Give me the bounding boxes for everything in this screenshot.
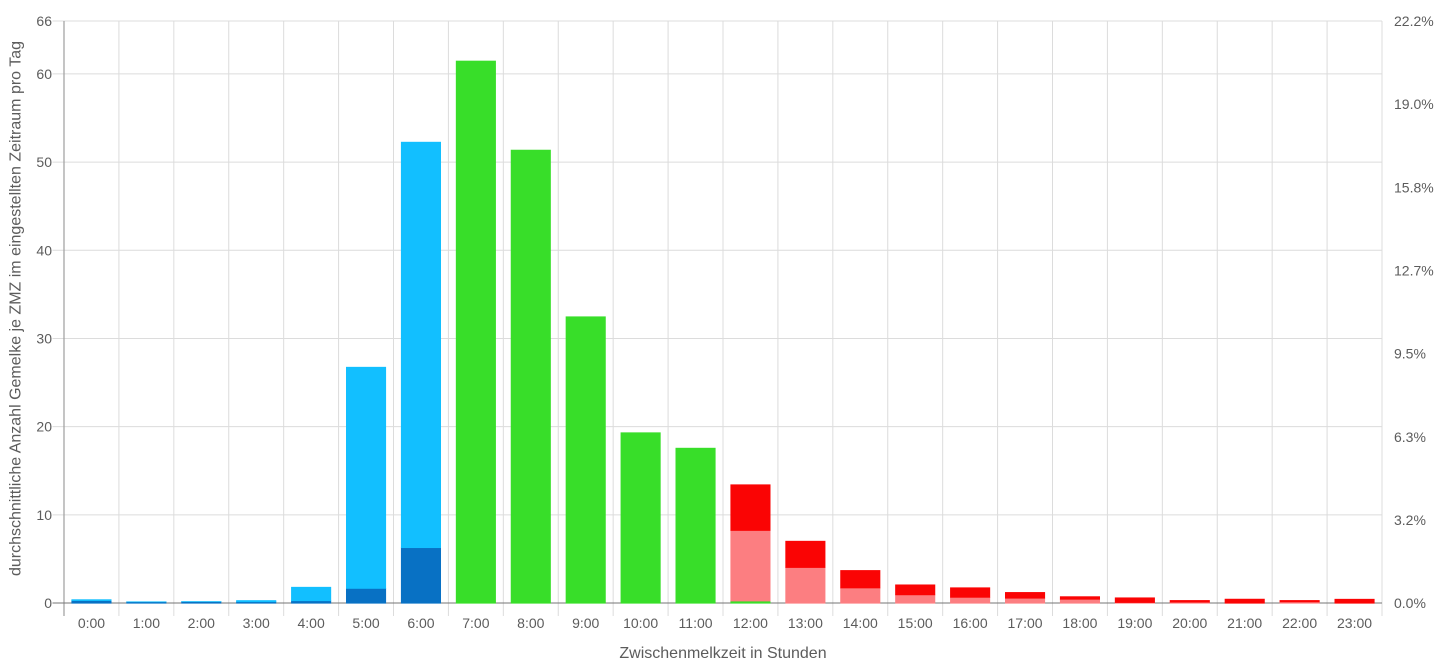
bar-segment-blue-light-0:00[interactable]: [71, 599, 112, 601]
bar-segment-blue-dark-6:00[interactable]: [400, 547, 442, 604]
bar-segment-blue-light-6:00[interactable]: [400, 141, 442, 549]
y-left-tick-label: 60: [36, 66, 52, 82]
bar-segment-red-15:00[interactable]: [895, 584, 936, 596]
x-tick-label: 15:00: [898, 615, 933, 631]
x-tick-label: 2:00: [188, 615, 215, 631]
bar-segment-red-light-18:00[interactable]: [1059, 599, 1101, 604]
y-right-tick-label: 22.2%: [1394, 13, 1434, 29]
bar-segment-blue-light-2:00[interactable]: [181, 601, 222, 603]
y-right-tick-label: 3.2%: [1394, 512, 1426, 528]
y-axis-title: durchschnittliche Anzahl Gemelke je ZMZ …: [8, 41, 25, 576]
horizontal-gridlines: [52, 20, 1382, 516]
x-tick-label: 14:00: [843, 615, 878, 631]
bar-segment-red-light-13:00[interactable]: [785, 567, 826, 604]
bar-segment-red-16:00[interactable]: [950, 587, 991, 598]
x-tick-label: 12:00: [733, 615, 768, 631]
x-tick-label: 11:00: [679, 615, 713, 631]
bar-segment-green-11:00[interactable]: [675, 447, 716, 604]
y-right-tick-label: 19.0%: [1394, 96, 1434, 112]
bar-segment-red-21:00[interactable]: [1224, 598, 1265, 604]
x-tick-label: 23:00: [1337, 615, 1372, 631]
x-tick-label: 7:00: [462, 615, 489, 631]
y-left-tick-label: 20: [36, 419, 52, 435]
bar-segment-red-23:00[interactable]: [1334, 598, 1375, 604]
x-axis-tick-labels: 0:00 1:00 2:00 3:00 4:00 5:00 6:00 7:00 8:00 9:00…: [78, 615, 1372, 631]
bar-segment-red-22:00[interactable]: [1279, 600, 1320, 603]
y-right-tick-label: 9.5%: [1394, 346, 1426, 362]
bar-segment-red-light-17:00[interactable]: [1004, 597, 1046, 604]
bar-segment-red-light-16:00[interactable]: [950, 597, 991, 604]
bar-segment-red-14:00[interactable]: [840, 570, 881, 589]
bar-segment-red-17:00[interactable]: [1004, 592, 1046, 599]
bar-segment-red-light-22:00[interactable]: [1279, 601, 1320, 604]
x-tick-label: 21:00: [1227, 615, 1262, 631]
x-tick-label: 18:00: [1062, 615, 1097, 631]
bar-segment-red-light-19:00[interactable]: [1114, 602, 1155, 604]
y-left-tick-label: 50: [36, 154, 52, 170]
x-axis-title: Zwischenmelkzeit in Stunden: [619, 645, 826, 662]
x-tick-label: 17:00: [1008, 615, 1043, 631]
bar-segment-green-7:00[interactable]: [455, 60, 496, 604]
x-tick-label: 5:00: [352, 615, 379, 631]
x-tick-label: 8:00: [517, 615, 544, 631]
bar-segment-blue-dark-2:00[interactable]: [181, 601, 222, 604]
y-left-tick-label: 30: [36, 330, 52, 346]
bar-segment-red-light-15:00[interactable]: [895, 594, 936, 604]
y-right-tick-label: 6.3%: [1394, 429, 1426, 445]
bar-segment-green-10:00[interactable]: [620, 432, 661, 604]
x-tick-label: 6:00: [407, 615, 434, 631]
y-axis-right-tick-labels: 0.0% 3.2% 6.3% 9.5% 12.7% 15.8% 19.0% 22.2%: [1394, 13, 1434, 611]
bar-segment-green-9:00[interactable]: [565, 316, 606, 604]
x-tick-label: 3:00: [243, 615, 270, 631]
vertical-gridlines: [118, 21, 1383, 616]
x-tick-label: 1:00: [133, 615, 160, 631]
bar-segment-red-light-20:00[interactable]: [1169, 601, 1210, 604]
y-left-tick-label: 0: [44, 595, 52, 611]
y-right-tick-label: 15.8%: [1394, 179, 1434, 195]
bar-segment-red-19:00[interactable]: [1114, 597, 1155, 603]
bar-segment-blue-light-4:00[interactable]: [291, 586, 332, 602]
x-tick-label: 20:00: [1172, 615, 1207, 631]
bar-series-group: [71, 60, 1375, 604]
bar-segment-red-light-12:00[interactable]: [730, 530, 771, 602]
x-tick-label: 19:00: [1117, 615, 1152, 631]
bar-segment-red-12:00[interactable]: [730, 484, 771, 531]
bar-segment-blue-dark-3:00[interactable]: [236, 601, 277, 604]
y-left-tick-label: 66: [36, 13, 52, 29]
x-tick-label: 0:00: [78, 615, 105, 631]
bar-segment-red-13:00[interactable]: [785, 540, 826, 568]
y-left-tick-label: 40: [36, 242, 52, 258]
x-tick-label: 9:00: [572, 615, 599, 631]
bar-segment-red-20:00[interactable]: [1169, 600, 1210, 603]
bar-segment-blue-dark-0:00[interactable]: [71, 600, 112, 604]
x-tick-label: 4:00: [298, 615, 325, 631]
bar-segment-blue-light-3:00[interactable]: [236, 600, 277, 603]
bar-segment-red-18:00[interactable]: [1059, 596, 1101, 600]
bar-segment-red-light-14:00[interactable]: [840, 587, 881, 604]
y-right-tick-label: 12.7%: [1394, 262, 1434, 278]
x-tick-label: 16:00: [953, 615, 988, 631]
x-tick-label: 13:00: [788, 615, 823, 631]
bar-segment-green-8:00[interactable]: [510, 149, 551, 604]
bar-segment-blue-dark-4:00[interactable]: [291, 600, 332, 604]
bar-segment-blue-light-1:00[interactable]: [126, 601, 167, 603]
x-tick-label: 10:00: [623, 615, 658, 631]
bar-segment-blue-dark-5:00[interactable]: [345, 588, 387, 604]
y-left-tick-label: 10: [36, 507, 52, 523]
bar-segment-blue-light-5:00[interactable]: [345, 366, 387, 589]
y-axis-left-tick-labels: 0 10 20 30 40 50 60 66: [36, 13, 52, 611]
bar-segment-green-12:00[interactable]: [730, 600, 771, 604]
y-right-tick-label: 0.0%: [1394, 595, 1426, 611]
bar-segment-blue-dark-1:00[interactable]: [126, 601, 167, 604]
x-tick-label: 22:00: [1282, 615, 1317, 631]
